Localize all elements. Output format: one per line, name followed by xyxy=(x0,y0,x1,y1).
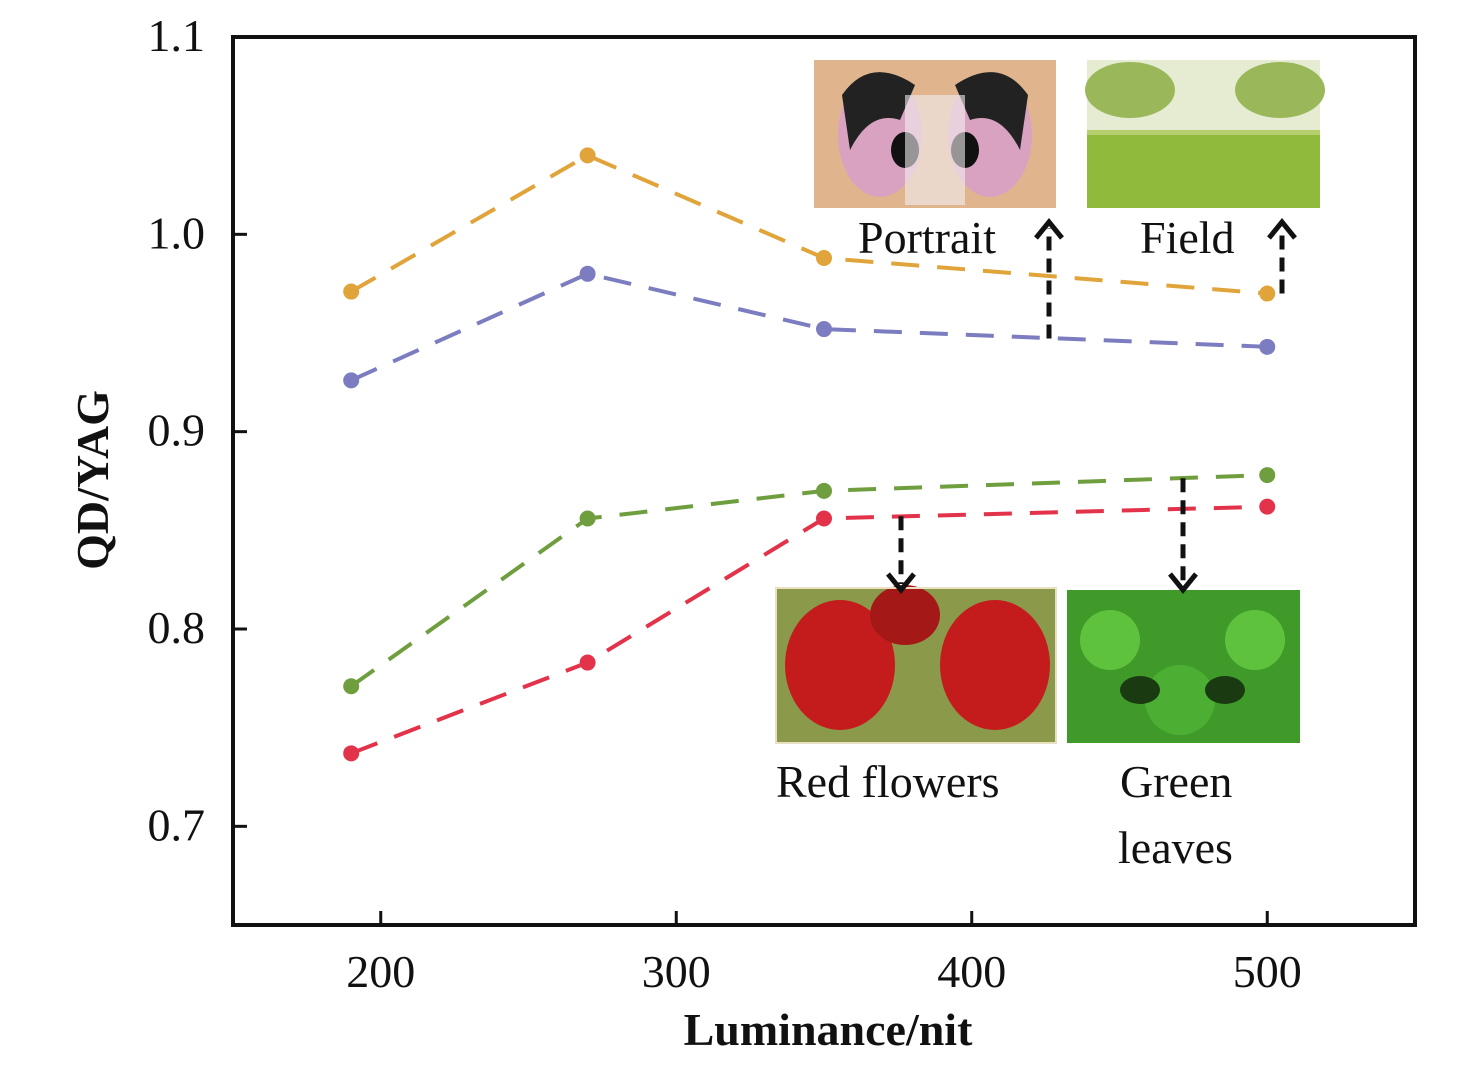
y-tick-label: 0.8 xyxy=(148,602,206,653)
x-tick-label: 200 xyxy=(346,946,415,997)
data-point-portrait xyxy=(1259,338,1276,355)
data-point-field xyxy=(816,250,832,267)
plot-frame xyxy=(231,35,1417,927)
arrow-head-icon xyxy=(1034,218,1064,240)
data-point-portrait xyxy=(343,372,360,389)
series-line-green-leaves xyxy=(350,473,1268,688)
x-tick-label: 300 xyxy=(642,946,711,997)
annotation-red-flowers: Red flowers xyxy=(776,756,1000,807)
x-axis-label: Luminance/nit xyxy=(684,1004,974,1055)
y-tick-label: 1.0 xyxy=(148,207,206,258)
data-point-red-flowers xyxy=(343,745,360,762)
x-tick-label: 400 xyxy=(937,946,1006,997)
data-point-green-leaves xyxy=(816,482,832,499)
data-point-red-flowers xyxy=(816,510,832,527)
y-tick-label: 0.9 xyxy=(148,405,206,456)
data-point-field xyxy=(1259,285,1276,302)
y-axis-label: QD/YAG xyxy=(67,390,118,570)
x-tick-label: 500 xyxy=(1233,946,1302,997)
data-point-portrait xyxy=(579,265,596,282)
arrow-head-icon xyxy=(1267,218,1297,240)
data-point-green-leaves xyxy=(1259,467,1276,484)
data-point-green-leaves xyxy=(579,510,596,527)
data-point-field xyxy=(343,283,360,300)
data-point-red-flowers xyxy=(1259,498,1276,515)
series-line-portrait xyxy=(350,271,1268,383)
data-point-green-leaves xyxy=(343,678,360,695)
series-line-field xyxy=(350,153,1268,296)
annotation-green-leaves-1: Green xyxy=(1120,756,1232,807)
green-leaves-image xyxy=(1067,590,1300,743)
annotation-portrait: Portrait xyxy=(858,212,996,263)
data-point-portrait xyxy=(816,321,832,338)
series-line-red-flowers xyxy=(350,504,1268,756)
data-point-red-flowers xyxy=(579,654,596,671)
arrow-head-icon xyxy=(886,572,916,594)
field-image xyxy=(1085,60,1325,208)
annotation-field: Field xyxy=(1140,212,1235,263)
y-tick-label: 1.1 xyxy=(148,10,206,61)
y-tick-label: 0.7 xyxy=(148,799,206,850)
arrow-head-icon xyxy=(1168,572,1198,594)
portrait-image xyxy=(814,60,1056,208)
data-point-field xyxy=(579,147,596,164)
red-flowers-image xyxy=(775,585,1057,744)
annotation-green-leaves-2: leaves xyxy=(1118,822,1233,873)
